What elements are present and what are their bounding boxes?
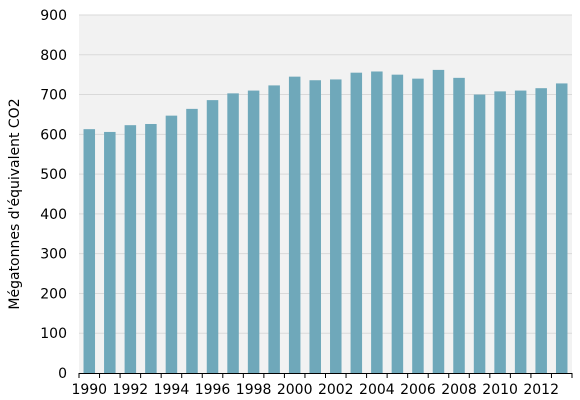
bar-2008	[453, 77, 465, 374]
x-tick-label: 2012	[523, 382, 559, 398]
bar-2010	[494, 91, 506, 373]
bar-1998	[247, 90, 260, 374]
y-tick-labels: 0 100 200 300 400 500 600 700 800 900	[40, 8, 67, 382]
bar-1996	[206, 100, 219, 373]
bar-2004	[371, 71, 383, 374]
x-tick-label: 2010	[482, 382, 518, 398]
y-tick-label: 800	[40, 48, 67, 64]
y-tick-label: 500	[40, 167, 67, 183]
bar-1999	[268, 85, 280, 373]
bar-1997	[227, 93, 239, 374]
y-tick-label: 700	[40, 88, 67, 104]
bars	[83, 69, 568, 374]
x-tick-label: 2006	[400, 382, 436, 398]
bar-1992	[124, 125, 137, 373]
plot-area	[79, 15, 572, 373]
bar-2000	[288, 76, 301, 374]
bar-2003	[350, 72, 363, 373]
bar-2013	[555, 83, 568, 373]
bar-1994	[165, 115, 178, 373]
y-tick-label: 600	[40, 127, 67, 143]
bar-1995	[186, 108, 198, 374]
x-tick-label: 1998	[236, 382, 272, 398]
y-axis-title: Mégatonnes d'équivalent CO2	[7, 98, 23, 309]
x-tick-label: 2002	[318, 382, 354, 398]
x-tick-label: 1992	[113, 382, 149, 398]
axes	[78, 373, 573, 378]
x-tick-label: 1990	[71, 382, 107, 398]
x-tick-labels: 1990 1992 1994 1996 1998 2000 2002 2004 2006 2008…	[71, 382, 559, 398]
bar-2012	[535, 88, 547, 374]
bar-1990	[83, 129, 96, 373]
x-tick-label: 1994	[154, 382, 190, 398]
bar-2002	[330, 79, 342, 373]
bar-1993	[145, 123, 157, 373]
y-tick-label: 100	[40, 326, 67, 342]
y-tick-label: 300	[40, 247, 67, 263]
grid-lines	[79, 14, 572, 334]
x-tick-label: 2008	[441, 382, 477, 398]
y-tick-label: 400	[40, 207, 67, 223]
y-tick-label: 900	[40, 8, 67, 24]
y-tick-label: 200	[40, 286, 67, 302]
bar-2007	[432, 69, 445, 373]
bar-1991	[104, 131, 116, 373]
y-tick-label: 0	[58, 366, 67, 382]
x-tick-label: 2004	[359, 382, 395, 398]
bar-2005	[391, 74, 404, 374]
bar-2006	[412, 78, 424, 374]
bar-2009	[473, 94, 486, 374]
bar-2001	[309, 80, 321, 373]
x-tick-label: 2000	[277, 382, 313, 398]
bar-2011	[514, 90, 527, 374]
x-tick-label: 1996	[195, 382, 231, 398]
